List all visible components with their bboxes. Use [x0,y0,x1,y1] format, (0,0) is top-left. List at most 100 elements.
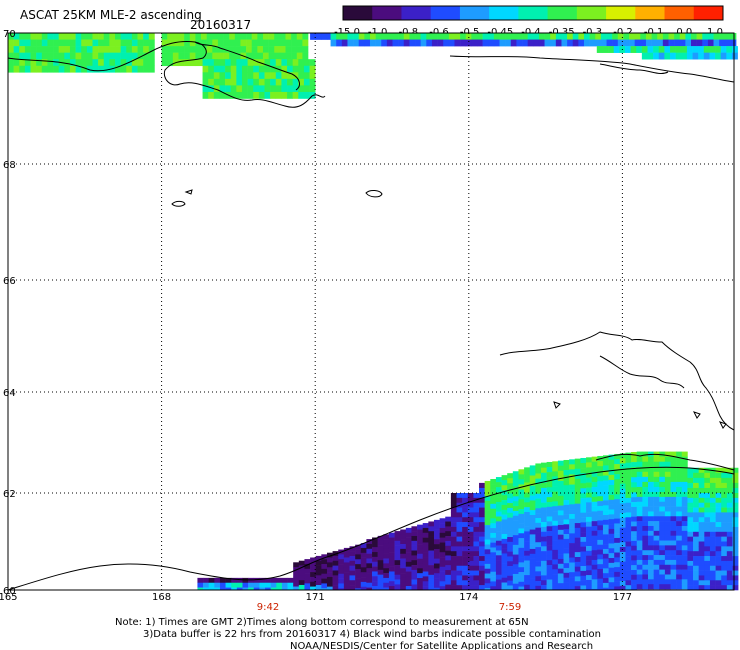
swath-cell [405,581,412,587]
swath-cell [664,555,671,561]
swath-cell [687,487,694,494]
swath-cell [473,526,480,533]
swath-cell [236,78,243,86]
swath-cell [731,52,738,60]
swath-cell [636,496,643,503]
swath-cell [726,575,733,581]
swath-cell [439,542,446,548]
swath-cell [501,548,508,554]
swath-cell [279,33,286,40]
swath-cell [602,505,609,511]
swath-cell [552,515,559,522]
swath-cell [69,39,76,47]
swath-cell [467,493,474,499]
swath-cell [501,504,508,511]
swath-cell [86,39,93,47]
swath-cell [653,550,660,556]
swath-cell [360,562,367,568]
swath-cell [507,585,514,591]
swath-cell [713,33,720,40]
swath-cell [366,563,373,569]
swath-cell [507,522,514,528]
swath-cell [648,466,654,473]
swath-cell [693,531,699,537]
swath-cell [8,59,14,67]
swath-cell [417,539,424,545]
swath-cell [709,482,716,489]
swath-cell [439,527,446,534]
swath-cell [450,522,457,528]
swath-cell [231,577,238,584]
swath-cell [512,481,519,487]
swath-cell [569,494,576,500]
swath-cell [298,565,305,571]
swath-cell [664,550,671,556]
swath-cell [619,468,626,474]
swath-cell [726,531,733,537]
swath-cell [148,65,155,73]
swath-cell [433,553,440,559]
swath-cell [394,535,401,542]
swath-cell [636,545,643,551]
swath-cell [467,536,474,542]
swath-cell [377,545,384,551]
swath-cell [417,548,424,555]
swath-cell [518,518,525,524]
swath-cell [662,33,669,40]
swath-cell [721,522,728,528]
swath-cell [569,562,576,568]
swath-cell [167,52,174,60]
colorbar-swatch [664,6,695,20]
swath-cell [433,573,440,579]
swath-cell [653,456,660,462]
swath-cell [292,91,299,99]
swath-cell [400,529,407,535]
swath-cell [394,540,401,546]
swath-cell [247,78,254,86]
small-island-2 [171,200,186,207]
swath-cell [364,33,371,40]
swath-cell [703,52,710,60]
swath-cell [422,532,429,538]
swath-cell [257,33,264,40]
swath-cell [309,78,316,86]
swath-cell [448,39,455,47]
swath-cell [522,39,528,47]
swath-cell [721,536,728,542]
swath-cell [670,525,677,532]
swath-cell [715,517,722,523]
swath-cell [546,497,553,503]
swath-cell [563,563,570,569]
swath-cell [161,39,168,47]
swath-cell [501,553,508,559]
swath-cell [167,33,174,40]
swath-cell [619,473,626,479]
swath-cell [698,477,705,484]
swath-cell [535,537,542,543]
swath-cell [360,577,367,583]
swath-cell [540,497,547,503]
swath-cell [214,582,221,588]
swath-cell [574,576,581,582]
swath-cell [659,555,666,561]
swath-cell [86,52,93,60]
swath-cell [591,559,598,566]
swath-cell [659,486,666,493]
swath-cell [529,485,536,491]
swath-cell [653,545,660,551]
swath-cell [664,476,671,483]
swath-cell [676,569,683,575]
figure-date: 20160317 [190,18,251,32]
swath-cell [569,518,576,524]
swath-cell [484,578,491,584]
swath-cell [524,536,531,542]
swath-cell [653,511,660,517]
swath-cell [719,39,726,47]
swath-cell [505,39,512,47]
swath-cell [670,564,677,570]
swath-cell [298,65,305,73]
swath-cell [512,549,519,555]
swath-cell [540,546,547,552]
swath-cell [732,512,739,518]
swath-cell [659,521,666,527]
